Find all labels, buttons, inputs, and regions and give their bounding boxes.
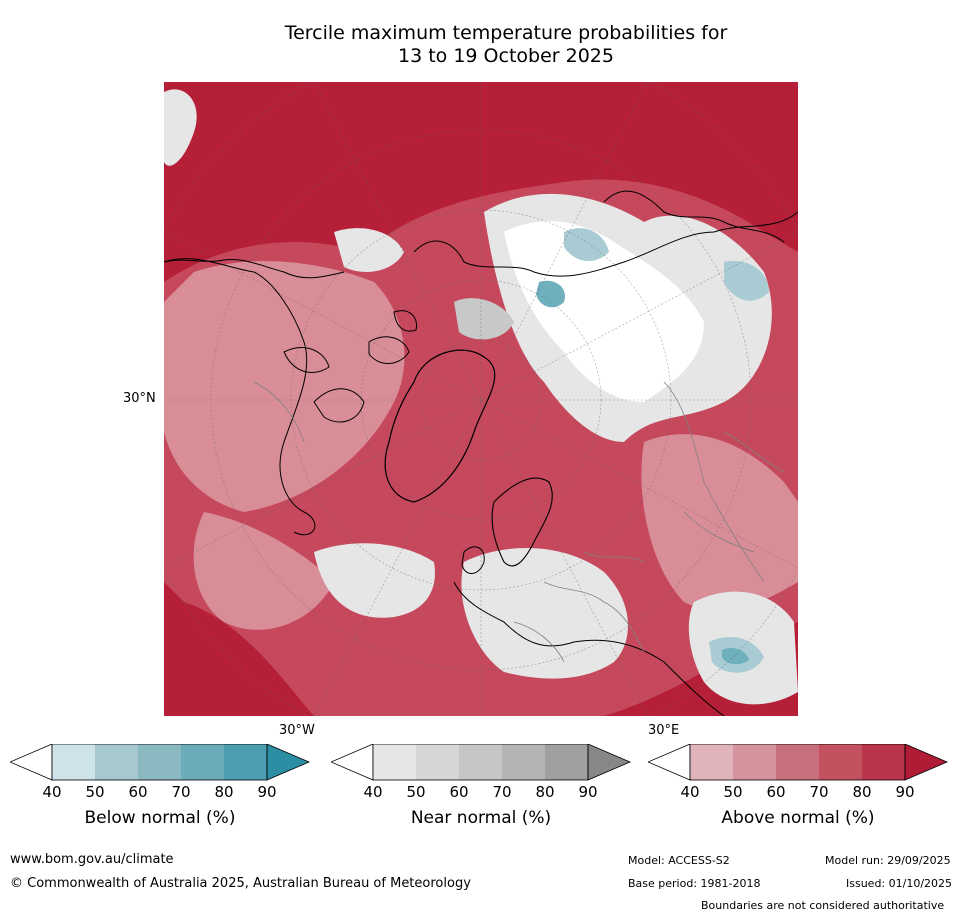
colorbar-segment — [52, 744, 95, 780]
colorbar-tick-label: 80 — [535, 783, 555, 801]
title-line-2: 13 to 19 October 2025 — [398, 45, 614, 67]
greenland-coastline — [384, 349, 496, 503]
base-period-text: Base period: 1981-2018 — [628, 877, 761, 890]
colorbar-high-extension — [904, 743, 949, 781]
above-normal-light-region-2 — [641, 434, 798, 611]
north-america-coastline — [164, 258, 316, 536]
colorbar-tick-label: 50 — [723, 783, 743, 801]
near-normal-colorbar: 40 50 60 70 80 90 Near normal (%) — [329, 743, 632, 834]
below-normal-colorbar-swatches — [8, 743, 311, 781]
colorbar-segment — [545, 744, 588, 780]
longitude-label-30w: 30°W — [279, 723, 315, 738]
below-normal-patch-2 — [536, 280, 565, 308]
model-text: Model: ACCESS-S2 — [628, 854, 730, 867]
graticule — [164, 82, 798, 716]
below-normal-patch-3 — [724, 261, 769, 301]
colorbar-title: Near normal (%) — [410, 808, 552, 828]
colorbar-tick-label: 90 — [257, 783, 277, 801]
colorbar-segment — [733, 744, 776, 780]
colorbar-segment — [373, 744, 416, 780]
longitude-label-30e: 30°E — [648, 723, 680, 738]
latitude-label-30n: 30°N — [123, 391, 156, 406]
colorbar-tick-label: 50 — [85, 783, 105, 801]
colorbar-tick-label: 70 — [809, 783, 829, 801]
below-normal-colorbar: 40 50 60 70 80 90 Below normal (%) — [8, 743, 311, 834]
probability-map — [164, 82, 798, 716]
website-text: www.bom.gov.au/climate — [10, 852, 174, 867]
colorbar-segment — [95, 744, 138, 780]
colorbar-outline — [689, 743, 906, 781]
below-normal-patch-5 — [722, 648, 749, 665]
country-borders — [253, 381, 785, 663]
alaska-coastline — [164, 258, 345, 279]
colorbar-tick-label: 40 — [42, 783, 62, 801]
near-normal-region-alaska — [164, 89, 197, 166]
colorbar-tick-label: 80 — [214, 783, 234, 801]
copyright-text: © Commonwealth of Australia 2025, Austra… — [10, 876, 471, 891]
issued-text: Issued: 01/10/2025 — [846, 877, 953, 890]
near-normal-region-europe — [461, 548, 628, 679]
colorbar-tick-label: 60 — [766, 783, 786, 801]
colorbar-segment — [690, 744, 733, 780]
disclaimer-text: Boundaries are not considered authoritat… — [701, 899, 945, 912]
canada-archipelago-coastline — [283, 310, 418, 423]
colorbar-tick-label: 90 — [895, 783, 915, 801]
british-isles-coastline — [461, 546, 485, 574]
colorbar-segment — [181, 744, 224, 780]
europe-coastline — [453, 581, 725, 716]
colorbar-tick-label: 80 — [852, 783, 872, 801]
colorbar-segment — [776, 744, 819, 780]
colorbar-tick-label: 60 — [128, 783, 148, 801]
colorbar-outline — [372, 743, 589, 781]
colorbar-segment — [416, 744, 459, 780]
eurasia-arctic-coastline — [413, 211, 798, 277]
colorbar-high-extension — [266, 743, 311, 781]
colorbar-low-extension — [329, 743, 374, 781]
colorbar-segment — [224, 744, 267, 780]
colorbar-outline — [51, 743, 268, 781]
near-normal-region-grey — [454, 298, 514, 340]
colorbar-tick-label: 50 — [406, 783, 426, 801]
colorbar-tick-label: 70 — [492, 783, 512, 801]
above-normal-light-region-3 — [193, 512, 334, 630]
above-normal-colorbar: 40 50 60 70 80 90 Above normal (%) — [646, 743, 949, 834]
colorbar-title: Below normal (%) — [84, 808, 236, 828]
model-run-text: Model run: 29/09/2025 — [825, 854, 951, 867]
above-normal-light-region — [164, 261, 405, 512]
chart-title: Tercile maximum temperature probabilitie… — [164, 22, 848, 68]
siberia-coastline — [603, 190, 785, 243]
above-normal-colorbar-swatches — [646, 743, 949, 781]
colorbar-segment — [502, 744, 545, 780]
near-normal-colorbar-swatches — [329, 743, 632, 781]
colorbar-tick-label: 70 — [171, 783, 191, 801]
colorbar-tick-label: 60 — [449, 783, 469, 801]
below-normal-patch-1 — [564, 228, 609, 262]
title-line-1: Tercile maximum temperature probabilitie… — [284, 22, 728, 44]
colorbar-segment — [862, 744, 905, 780]
colorbar-tick-label: 40 — [680, 783, 700, 801]
near-normal-region-atlantic — [314, 543, 435, 618]
colorbar-segment — [819, 744, 862, 780]
near-normal-region-siberia-core — [504, 221, 704, 402]
colorbar-tick-label: 90 — [578, 783, 598, 801]
scandinavia-coastline — [491, 477, 553, 567]
colorbar-tick-label: 40 — [363, 783, 383, 801]
colorbar-segment — [138, 744, 181, 780]
colorbar-low-extension — [8, 743, 53, 781]
colorbar-low-extension — [646, 743, 691, 781]
colorbar-title: Above normal (%) — [721, 808, 875, 828]
colorbar-segment — [459, 744, 502, 780]
colorbar-high-extension — [587, 743, 632, 781]
